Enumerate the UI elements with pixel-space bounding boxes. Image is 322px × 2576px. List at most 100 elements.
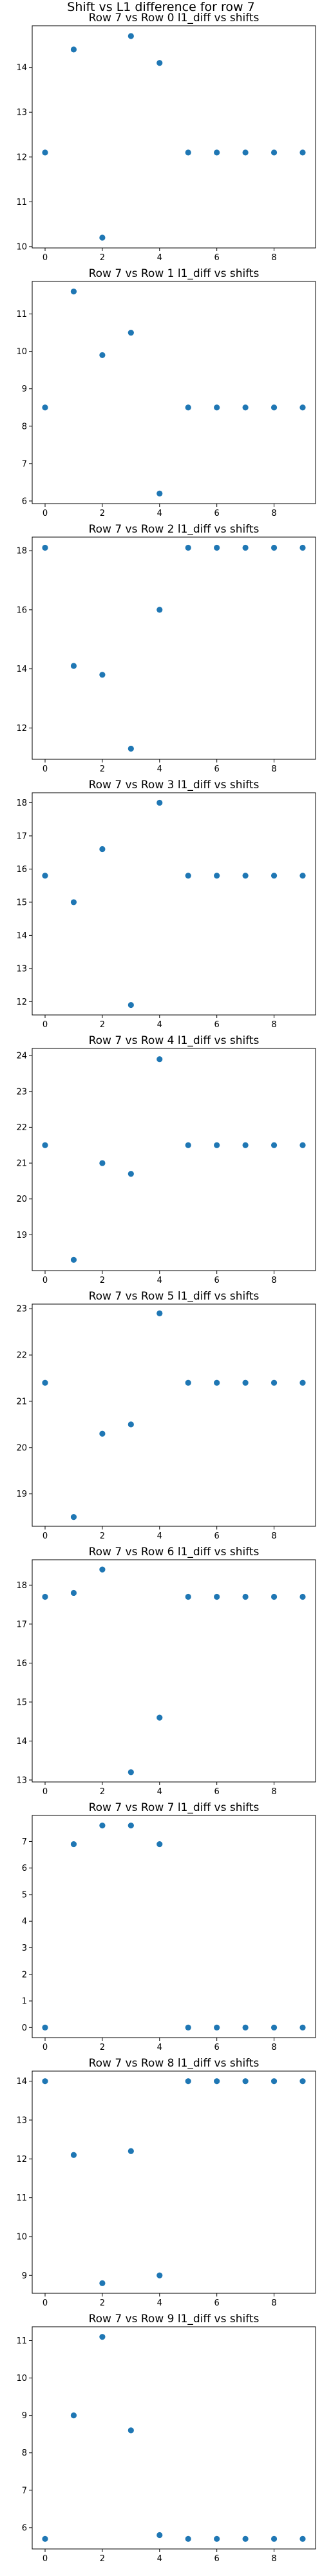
x-tick-label: 4 [157,1787,162,1797]
data-point [299,544,306,551]
x-tick-label: 0 [43,1787,48,1797]
x-tick-label: 6 [214,2043,220,2052]
x-tick-label: 8 [271,1531,276,1541]
x-tick-label: 2 [100,1787,105,1797]
data-point [70,899,77,905]
data-point [156,2532,163,2539]
y-tick-label: 10 [16,2232,27,2242]
data-point [299,2078,306,2085]
data-point [42,873,48,879]
subplot-title: Row 7 vs Row 7 l1_diff vs shifts [89,1801,260,1814]
data-point [156,799,163,806]
data-point [70,46,77,53]
data-point [99,352,106,359]
x-tick-label: 4 [157,1020,162,1030]
data-point [128,745,134,752]
data-point [156,60,163,66]
axes-frame [32,2326,316,2550]
subplot-title: Row 7 vs Row 1 l1_diff vs shifts [89,267,260,280]
data-point [70,2412,77,2419]
data-point [242,2535,249,2542]
data-point [299,2535,306,2542]
data-point [214,404,220,411]
data-point [70,289,77,295]
x-tick-label: 8 [271,2554,276,2564]
subplot-7: Row 7 vs Row 7 l1_diff vs shifts 0 2 4 6 8 0 1 2… [22,1801,316,2052]
y-tick-label: 16 [16,605,27,615]
data-point [299,149,306,156]
data-point [214,1142,220,1148]
data-point [99,1823,106,1829]
subplot-3: Row 7 vs Row 3 l1_diff vs shifts 0 2 4 6 8 12 1… [16,779,316,1030]
data-point [128,1769,134,1776]
data-point [128,1421,134,1428]
x-tick-label: 6 [214,1787,220,1797]
y-tick-label: 7 [22,1837,27,1847]
x-tick-label: 2 [100,764,105,774]
subplot-title: Row 7 vs Row 8 l1_diff vs shifts [89,2057,260,2070]
y-tick-label: 13 [16,108,27,118]
data-point [42,1593,48,1600]
subplot-1: Row 7 vs Row 1 l1_diff vs shifts 0 2 4 6 8 6 7 8… [16,267,316,518]
data-point [128,1171,134,1177]
x-tick-label: 6 [214,2298,220,2308]
x-tick-label: 0 [43,1276,48,1285]
y-tick-label: 19 [16,1490,27,1499]
y-tick-label: 18 [16,799,27,808]
data-point [299,1142,306,1148]
axes-frame [32,1559,316,1783]
y-tick-label: 17 [16,1620,27,1629]
x-tick-label: 2 [100,2554,105,2564]
y-tick-label: 18 [16,1581,27,1591]
data-point [270,544,278,551]
y-tick-label: 11 [16,310,27,319]
data-point [156,2272,163,2278]
data-point [185,1593,191,1600]
y-tick-label: 10 [16,2374,27,2383]
axes-frame [32,25,316,249]
y-tick-label: 13 [16,964,27,974]
x-tick-label: 2 [100,2298,105,2308]
y-tick-label: 11 [16,198,27,207]
x-tick-label: 8 [271,1787,276,1797]
y-tick-label: 6 [22,2523,27,2533]
x-tick-label: 4 [157,2554,162,2564]
y-tick-label: 21 [16,1159,27,1169]
data-point [214,2535,220,2542]
data-point [99,2280,106,2286]
y-tick-label: 7 [22,459,27,469]
data-point [214,2078,220,2085]
y-tick-label: 6 [22,497,27,506]
y-tick-label: 19 [16,1231,27,1240]
data-point [270,873,278,879]
y-tick-label: 9 [22,384,27,394]
data-point [270,149,278,156]
data-point [214,149,220,156]
data-point [242,149,249,156]
x-tick-label: 0 [43,1531,48,1541]
subplot-title: Row 7 vs Row 4 l1_diff vs shifts [89,1034,260,1047]
subplot-6: Row 7 vs Row 6 l1_diff vs shifts 0 2 4 6 8 13 1… [16,1546,316,1797]
y-tick-label: 14 [16,1737,27,1747]
data-point [185,544,191,551]
data-point [42,544,48,551]
x-tick-label: 2 [100,1276,105,1285]
data-point [185,873,191,879]
x-tick-label: 2 [100,1020,105,1030]
y-tick-label: 8 [22,2448,27,2458]
axes-frame [32,792,316,1016]
data-point [42,2024,48,2031]
y-tick-label: 14 [16,665,27,674]
data-point [185,2024,191,2031]
data-point [270,1379,278,1386]
subplot-9: Row 7 vs Row 9 l1_diff vs shifts 0 2 4 6 8 6 7 8… [16,2313,316,2564]
x-tick-label: 8 [271,764,276,774]
data-point [242,873,249,879]
y-tick-label: 4 [22,1917,27,1927]
data-point [99,234,106,241]
subplot-8: Row 7 vs Row 8 l1_diff vs shifts 0 2 4 6 8 9 10… [16,2057,316,2308]
x-tick-label: 6 [214,1020,220,1030]
y-tick-label: 23 [16,1087,27,1097]
data-point [299,873,306,879]
